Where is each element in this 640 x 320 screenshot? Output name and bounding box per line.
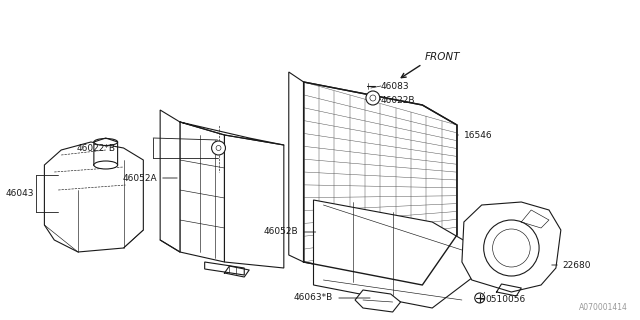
Text: 46022B: 46022B	[381, 95, 415, 105]
Polygon shape	[180, 122, 225, 262]
Text: 22680: 22680	[552, 260, 591, 269]
Text: 46022*B: 46022*B	[77, 143, 116, 153]
Polygon shape	[303, 82, 457, 285]
Polygon shape	[225, 135, 284, 268]
Circle shape	[484, 220, 539, 276]
Text: 46043: 46043	[6, 189, 35, 198]
Text: 46052B: 46052B	[264, 228, 316, 236]
Text: 46063*B: 46063*B	[294, 293, 370, 302]
Polygon shape	[205, 262, 244, 275]
Text: 46052A: 46052A	[123, 173, 177, 182]
Circle shape	[370, 95, 376, 101]
Polygon shape	[314, 200, 472, 308]
Text: 16546: 16546	[458, 131, 493, 140]
Text: A070001414: A070001414	[579, 303, 628, 312]
Polygon shape	[160, 110, 180, 252]
Ellipse shape	[94, 161, 118, 169]
Circle shape	[493, 229, 530, 267]
Ellipse shape	[94, 139, 118, 146]
Polygon shape	[44, 142, 143, 252]
Circle shape	[216, 146, 221, 150]
Text: 0510056: 0510056	[486, 295, 526, 305]
Circle shape	[212, 141, 225, 155]
Circle shape	[366, 91, 380, 105]
Polygon shape	[462, 202, 561, 292]
Text: FRONT: FRONT	[424, 52, 460, 62]
Polygon shape	[355, 290, 401, 312]
Polygon shape	[289, 72, 303, 262]
Text: 46083: 46083	[381, 82, 410, 91]
